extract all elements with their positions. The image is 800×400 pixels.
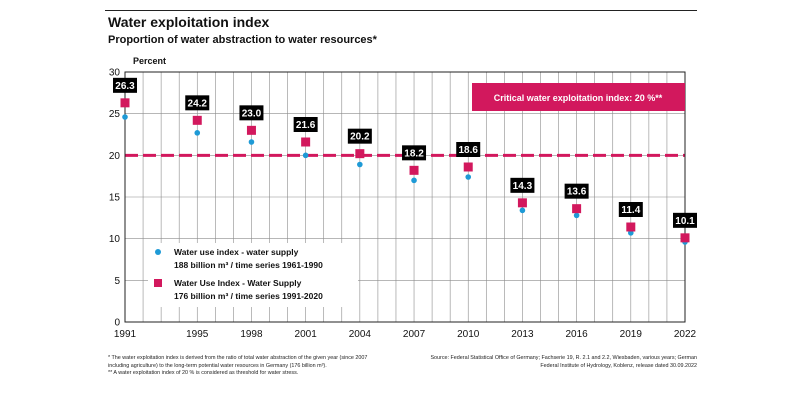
data-label: 11.4	[621, 205, 640, 216]
data-label-box	[113, 77, 137, 93]
point-water-use-index-1991-2020	[246, 125, 256, 135]
threshold-annotation: Critical water exploitation index: 20 %*…	[472, 83, 685, 111]
y-tick-label: 25	[109, 109, 121, 120]
point-water-use-index-1961-1990	[411, 177, 417, 184]
data-label: 14.3	[513, 181, 533, 192]
x-tick-label: 2004	[349, 329, 372, 340]
axes	[124, 71, 686, 323]
legend: Water use index - water supply 188 billi…	[148, 243, 358, 307]
point-water-use-index-1961-1990	[573, 212, 580, 219]
point-water-use-index-1961-1990	[122, 114, 128, 120]
threshold-annotation-label: Critical water exploitation index: 20 %*…	[494, 93, 663, 103]
data-label: 24.2	[188, 98, 208, 109]
data-label: 21.6	[296, 120, 316, 131]
footnote-1: * The water exploitation index is derive…	[108, 355, 368, 369]
y-tick-label: 10	[109, 234, 121, 245]
data-label-box	[510, 177, 535, 193]
point-water-use-index-1991-2020	[463, 162, 473, 172]
plot-frame	[124, 71, 686, 323]
point-water-use-index-1961-1990	[302, 152, 309, 159]
point-water-use-index-1991-2020	[572, 204, 582, 214]
data-labels: 26.3 24.2 23.0 21.6 20.2 18.2 18.6 14.3 13.6 11.4…	[113, 77, 697, 228]
legend-series1-line2: 188 billion m³ / time series 1961-1990	[174, 260, 323, 270]
y-axis-label: Percent	[133, 56, 167, 66]
data-label: 26.3	[115, 81, 135, 92]
threshold-annotation-box	[472, 83, 685, 111]
source-note: Source: Federal Statistical Office of Ge…	[430, 355, 697, 369]
data-label: 18.6	[458, 145, 478, 156]
y-tick-label: 5	[114, 276, 120, 287]
data-label: 20.2	[350, 132, 370, 143]
data-label-box	[239, 105, 264, 121]
legend-series2-line2: 176 billion m³ / time series 1991-2020	[174, 291, 323, 301]
data-label: 18.2	[404, 148, 424, 159]
point-water-use-index-1961-1990	[357, 161, 363, 168]
data-marks	[120, 98, 690, 245]
data-label-box	[185, 95, 210, 111]
point-water-use-index-1991-2020	[301, 137, 311, 147]
point-water-use-index-1991-2020	[192, 115, 202, 125]
y-tick-label: 30	[109, 68, 121, 79]
x-tick-label: 1991	[114, 329, 137, 340]
data-label-box	[564, 183, 589, 199]
legend-series2-line1: Water Use Index - Water Supply	[174, 278, 302, 288]
point-water-use-index-1991-2020	[355, 149, 365, 159]
footnote-left: * The water exploitation index is derive…	[108, 355, 378, 378]
legend-marker-square	[154, 279, 162, 287]
point-water-use-index-1991-2020	[626, 222, 636, 232]
point-water-use-index-1991-2020	[120, 98, 130, 108]
x-tick-label: 2007	[403, 329, 426, 340]
point-water-use-index-1961-1990	[519, 207, 526, 214]
x-tick-label: 2022	[674, 329, 697, 340]
top-rule	[105, 10, 697, 11]
tick-labels: 0 5 10 15 20 25 30 1991 1995 1998 2001 2004 2007 2010…	[109, 68, 697, 341]
point-water-use-index-1991-2020	[517, 198, 527, 208]
data-label-box	[347, 128, 372, 144]
point-water-use-index-1961-1990	[194, 130, 201, 136]
footnote-2: ** A water exploitation index of 20 % is…	[108, 370, 299, 377]
x-tick-label: 2013	[511, 329, 534, 340]
x-tick-label: 2016	[565, 329, 588, 340]
data-label: 10.1	[675, 216, 695, 227]
chart-title: Water exploitation index	[108, 14, 270, 30]
legend-series1-line1: Water use index - water supply	[174, 247, 299, 257]
data-label-box	[293, 117, 318, 132]
x-tick-label: 2019	[620, 329, 643, 340]
data-label: 13.6	[567, 187, 587, 198]
x-tick-label: 2001	[295, 329, 318, 340]
chart-subtitle: Proportion of water abstraction to water…	[108, 34, 377, 46]
point-water-use-index-1961-1990	[248, 139, 255, 145]
data-label-box	[456, 142, 481, 157]
point-water-use-index-1961-1990	[465, 174, 472, 180]
x-tick-label: 2010	[457, 329, 480, 340]
x-tick-label: 1998	[240, 329, 263, 340]
data-label-box	[673, 212, 697, 228]
legend-box	[148, 243, 358, 307]
x-tick-label: 1995	[186, 329, 209, 340]
point-water-use-index-1991-2020	[409, 165, 419, 175]
y-tick-label: 15	[109, 193, 121, 204]
y-tick-label: 0	[114, 318, 120, 329]
y-tick-label: 20	[109, 151, 121, 162]
legend-marker-circle	[155, 249, 161, 255]
data-label-box	[618, 202, 643, 217]
point-water-use-index-1991-2020	[680, 233, 690, 243]
data-label-box	[402, 145, 427, 161]
data-label: 23.0	[242, 108, 262, 119]
